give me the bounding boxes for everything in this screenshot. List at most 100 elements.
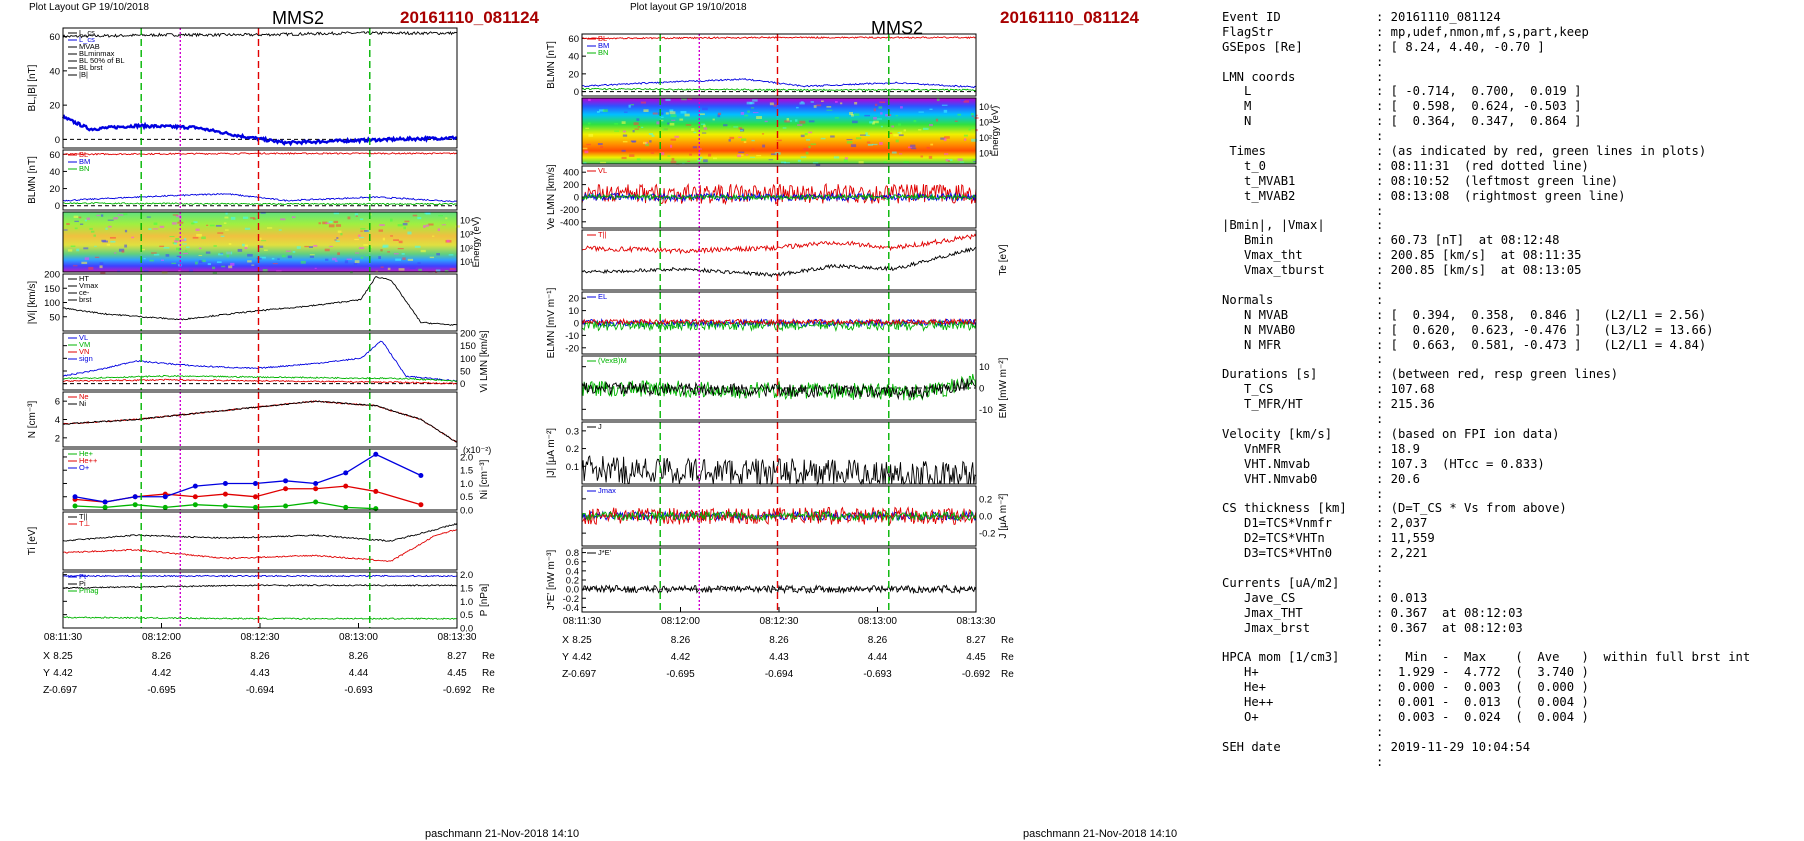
position-value: 8.25 (572, 635, 592, 646)
y-tick-label: 0 (574, 87, 579, 98)
spectrogram-speckle (661, 116, 664, 118)
spectrogram-speckle (195, 228, 200, 231)
info-key: CS thickness [km] (1222, 501, 1347, 516)
spectrogram-speckle (702, 107, 708, 111)
x-tick-label: 08:13:30 (438, 632, 477, 643)
info-value: : (based on FPI ion data) (1376, 426, 1560, 441)
spectrogram-speckle (669, 122, 675, 126)
spectrogram-speckle (225, 212, 228, 215)
panel-frame (581, 421, 977, 485)
spectrogram-speckle (205, 251, 211, 254)
y-tick-label: 4 (55, 415, 60, 426)
position-value: 4.42 (152, 668, 172, 679)
position-value: -0.694 (246, 685, 275, 696)
y-axis-label: BLMN [nT] (546, 41, 557, 89)
spectrogram-tick-label: 10¹ (979, 148, 992, 158)
data-point-He+ (343, 504, 349, 510)
y-tick-label: 1.0 (460, 479, 473, 490)
spectrogram-speckle (390, 218, 393, 222)
info-key: t_MVAB2 (1222, 188, 1296, 203)
spectrogram-speckle (123, 213, 128, 216)
y-tick-label: 10 (979, 362, 990, 373)
data-point-He+ (252, 504, 258, 510)
spectrogram-speckle (971, 159, 976, 161)
y-axis-label: BL,|B| [nT] (27, 64, 38, 111)
y-tick-label: 10 (568, 306, 579, 317)
info-key: N MVAB (1222, 307, 1289, 322)
spectrogram-speckle (455, 225, 460, 228)
spectrogram-speckle (337, 230, 342, 233)
series-line-|B| (62, 30, 458, 39)
legend-entry: BN (79, 164, 89, 173)
y-axis-label: J*E' [nW m⁻³] (546, 550, 557, 611)
left-event-title: 20161110_081124 (400, 8, 540, 27)
spectrogram-speckle (846, 141, 853, 144)
spectrogram-speckle (585, 127, 590, 129)
left-footer: paschmann 21-Nov-2018 14:10 (425, 828, 580, 840)
spectrogram-speckle (797, 124, 803, 126)
spectrogram-speckle (584, 150, 589, 154)
x-tick-label: 08:13:00 (858, 616, 897, 627)
spectrogram-speckle (364, 230, 369, 232)
spectrogram-speckle (701, 132, 707, 134)
spectrogram-speckle (768, 159, 774, 161)
legend-entry: |B| (79, 70, 88, 79)
data-point-O+ (418, 473, 424, 479)
series-line-Pt (62, 574, 458, 578)
position-row-label: Z (43, 684, 50, 696)
panel-right_panel_4: Te [eV] T|| (581, 229, 1009, 291)
legend-entry: BM (79, 157, 90, 166)
spectrogram-speckle (891, 125, 895, 128)
data-point-O+ (162, 494, 168, 500)
spectrogram-speckle (285, 250, 291, 252)
y-tick-label: 1.5 (460, 584, 473, 595)
x-tick-label: 08:13:30 (957, 616, 996, 627)
spectrogram-speckle (614, 130, 620, 132)
x-tick-label: 08:13:00 (339, 632, 378, 643)
spectrogram-speckle (656, 121, 661, 125)
spectrogram-speckle (76, 248, 80, 252)
legend-entry: BM (598, 41, 609, 50)
spectrogram-speckle (347, 216, 351, 220)
info-key: O+ (1222, 709, 1259, 724)
spectrogram-speckle (354, 238, 360, 241)
spectrogram-speckle (67, 249, 73, 252)
info-value: : 200.85 [km/s] at 08:13:05 (1376, 263, 1582, 278)
spectrogram-speckle (910, 144, 916, 148)
spectrogram-speckle (272, 262, 278, 265)
panel-right_panel_8: 0.2 0.0 -0.2 J [μA m⁻²] Jmax (581, 485, 1009, 547)
y-tick-label: 60 (568, 34, 579, 45)
info-row: Times: (as indicated by red, green lines… (1222, 144, 1800, 159)
spectrogram-speckle (633, 122, 639, 126)
position-value: -0.692 (962, 669, 991, 680)
info-row: |Bmin|, |Vmax|: (1222, 218, 1800, 233)
y-tick-label: 1.5 (460, 466, 473, 477)
spectrogram-speckle (918, 111, 924, 113)
position-unit: Re (1001, 635, 1014, 646)
spectrogram-speckle (291, 216, 296, 218)
spectrogram-speckle (659, 119, 664, 122)
spectrogram-speckle (923, 127, 929, 130)
spectrogram-speckle (86, 217, 90, 220)
info-value: : mp,udef,nmon,mf,s,part,keep (1376, 24, 1589, 39)
info-row: GSEpos [Re]: [ 8.24, 4.40, -0.70 ] (1222, 40, 1800, 55)
legend-entry: Pi (79, 579, 86, 588)
position-value: -0.693 (344, 685, 373, 696)
legend-entry: BLminmax (79, 49, 115, 58)
spectrogram-speckle (920, 155, 924, 158)
spectrogram-speckle (417, 217, 422, 220)
info-key: D3=TCS*VHTn0 (1222, 546, 1333, 561)
spectrogram-speckle (803, 147, 809, 151)
legend-entry: J*E' (598, 548, 612, 557)
info-row: : (1222, 412, 1800, 427)
info-row: Durations [s]: (between red, resp green … (1222, 367, 1800, 382)
spectrogram-speckle (876, 118, 882, 120)
info-value: : (between red, resp green lines) (1376, 367, 1619, 382)
y-tick-label: 40 (49, 167, 60, 178)
spectrogram-speckle (629, 154, 635, 157)
spectrogram-speckle (438, 215, 443, 217)
spectrogram-speckle (893, 133, 899, 137)
